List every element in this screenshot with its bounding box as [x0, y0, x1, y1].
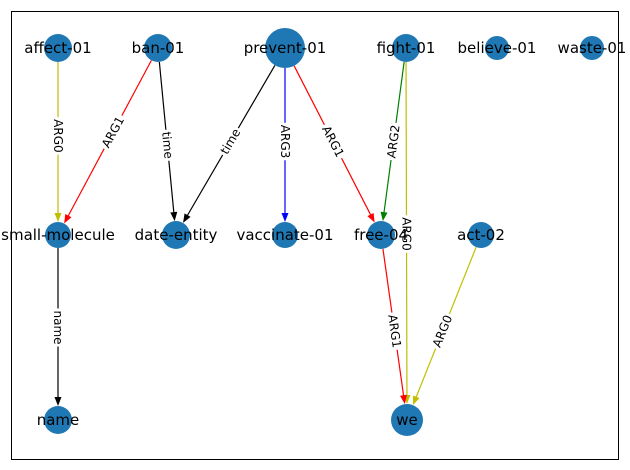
edge-label-prevent-01-date-entity: time [215, 124, 246, 159]
edge-arrowhead [183, 213, 191, 223]
node-waste-01 [580, 36, 604, 60]
node-label-ban-01: ban-01 [132, 39, 185, 57]
edge-label-text: ARG0 [430, 313, 455, 349]
edge-label-bg [277, 122, 293, 161]
edge-arrowhead [380, 211, 388, 222]
node-affect-01 [44, 34, 72, 62]
edge-label-ban-01-small-molecule: ARG1 [97, 111, 129, 153]
node-believe-01 [485, 36, 509, 60]
edge-arrowhead [170, 211, 178, 222]
edge-arrowhead [54, 397, 62, 406]
edge-label-bg [398, 215, 415, 253]
node-label-act-02: act-02 [457, 226, 505, 244]
edge-arrowhead [367, 212, 375, 223]
node-act-02 [468, 222, 494, 248]
edge-label-text: ARG3 [278, 125, 292, 158]
edge-label-bg [428, 310, 457, 352]
node-labels-layer: affect-01 ban-01 prevent-01 fight-01 believe… [1, 39, 626, 429]
edge-label-fight-01-we: ARG0 [398, 215, 415, 253]
edge-label-text: ARG1 [385, 314, 404, 349]
edge-arrowhead [412, 395, 420, 406]
edge-label-bg [50, 117, 66, 155]
node-name [44, 406, 72, 434]
node-label-we: we [396, 411, 418, 429]
node-date-entity [162, 221, 190, 249]
edge-label-fight-01-free-04: ARG2 [383, 121, 404, 162]
node-label-vaccinate-01: vaccinate-01 [236, 226, 333, 244]
edge-label-bg [383, 311, 406, 351]
edge-arrowhead [400, 394, 407, 405]
node-label-prevent-01: prevent-01 [244, 39, 327, 57]
edge-label-bg [317, 121, 349, 162]
node-ban-01 [144, 34, 172, 62]
edge-label-free-04-we: ARG1 [383, 311, 406, 351]
edge-label-act-02-we: ARG0 [428, 310, 457, 352]
edge-label-text: name [51, 310, 65, 344]
node-free-04 [367, 221, 395, 249]
edge-label-ban-01-date-entity: time [157, 128, 177, 162]
edge-arrowhead [281, 213, 289, 222]
edge-label-affect-01-small-molecule: ARG0 [50, 117, 66, 155]
node-fight-01 [392, 34, 420, 62]
node-label-affect-01: affect-01 [24, 39, 91, 57]
edge-label-prevent-01-free-04: ARG1 [317, 121, 349, 162]
node-label-name: name [37, 411, 80, 429]
node-label-free-04: free-04 [354, 226, 408, 244]
edge-arrowhead [64, 213, 72, 224]
edge-arrowhead [54, 213, 62, 222]
node-label-waste-01: waste-01 [558, 39, 627, 57]
edge-label-bg [383, 121, 404, 162]
edge-label-text: ARG2 [384, 124, 402, 159]
node-small-molecule [45, 222, 71, 248]
edge-label-bg [50, 308, 66, 347]
edge-label-text: ARG1 [99, 114, 127, 150]
edge-labels-layer: ARG0 ARG1 time time ARG3 ARG1 ARG2 ARG0 name ARG1… [50, 111, 457, 352]
edge-label-prevent-01-vaccinate-01: ARG3 [277, 122, 293, 161]
node-prevent-01 [265, 28, 305, 68]
node-label-fight-01: fight-01 [377, 39, 436, 57]
edge-label-text: ARG1 [319, 123, 347, 159]
node-we [391, 404, 423, 436]
edge-label-bg [157, 128, 177, 162]
edge-label-small-molecule-name: name [50, 308, 66, 347]
edge-label-text: ARG0 [51, 119, 65, 152]
node-vaccinate-01 [272, 222, 298, 248]
edge-label-bg [215, 124, 246, 159]
node-label-date-entity: date-entity [135, 226, 218, 244]
edge-label-bg [97, 111, 129, 153]
node-label-small-molecule: small-molecule [1, 226, 115, 244]
edge-label-text: ARG0 [399, 217, 413, 251]
edge-label-text: time [159, 131, 176, 159]
plot-frame [11, 11, 619, 460]
node-label-believe-01: believe-01 [458, 39, 537, 57]
nodes-layer [44, 28, 604, 436]
